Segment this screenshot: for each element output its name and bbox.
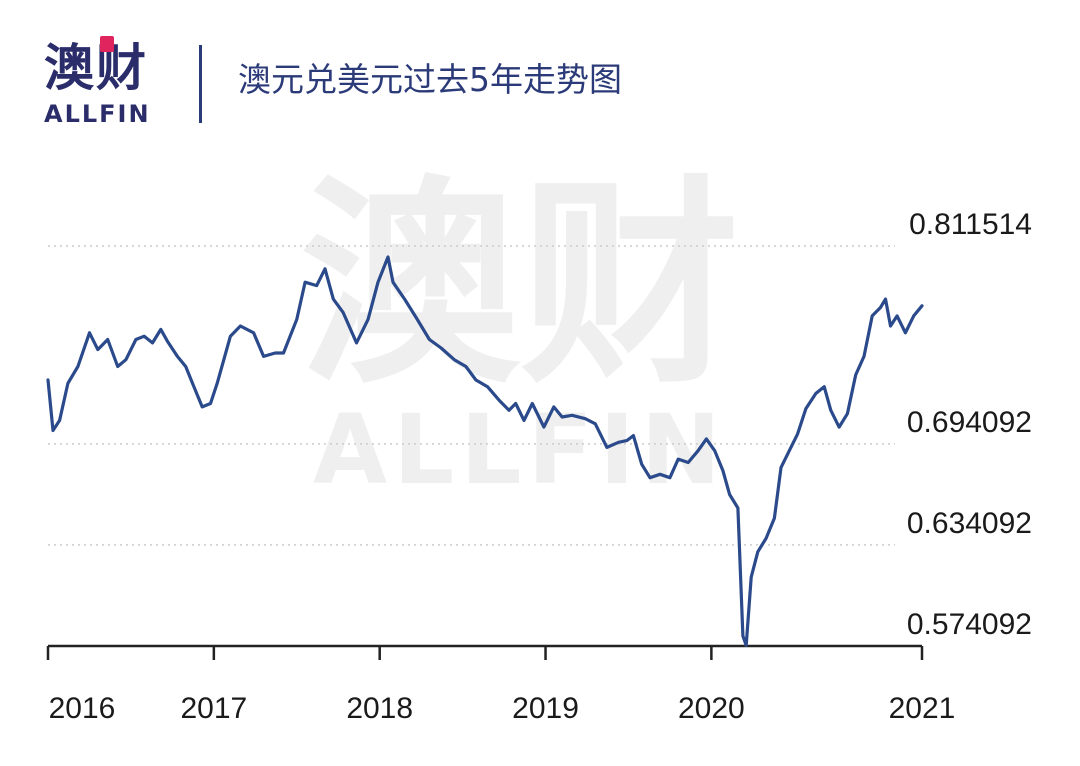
series-line [46,255,924,647]
y-tick-label: 0.634092 [907,507,1032,540]
y-tick-labels: 0.811514 0.694092 0.634092 0.574092 [907,208,1032,641]
logo-accent-mark [100,36,114,52]
gridlines [48,245,895,546]
x-tick-label: 2020 [678,692,745,725]
y-tick-label: 0.811514 [909,208,1032,241]
y-tick-label: 0.694092 [907,406,1032,439]
x-tick-label: 2017 [180,692,247,725]
x-axis [46,644,924,660]
x-tick-label: 2018 [346,692,413,725]
logo-english: ALLFIN [44,100,151,128]
x-tick-label: 2021 [889,692,956,725]
logo: 澳财 ALLFIN [44,40,164,128]
header-divider [199,45,202,123]
x-tick-labels: 2016 2017 2018 2019 2020 2021 [49,692,956,725]
x-tick-label: 2019 [512,692,579,725]
y-tick-label: 0.574092 [907,608,1032,641]
x-tick-label: 2016 [49,692,116,725]
series-lines [46,255,924,647]
logo-chinese: 澳财 [44,39,148,97]
chart-title: 澳元兑美元过去5年走势图 [238,60,622,99]
